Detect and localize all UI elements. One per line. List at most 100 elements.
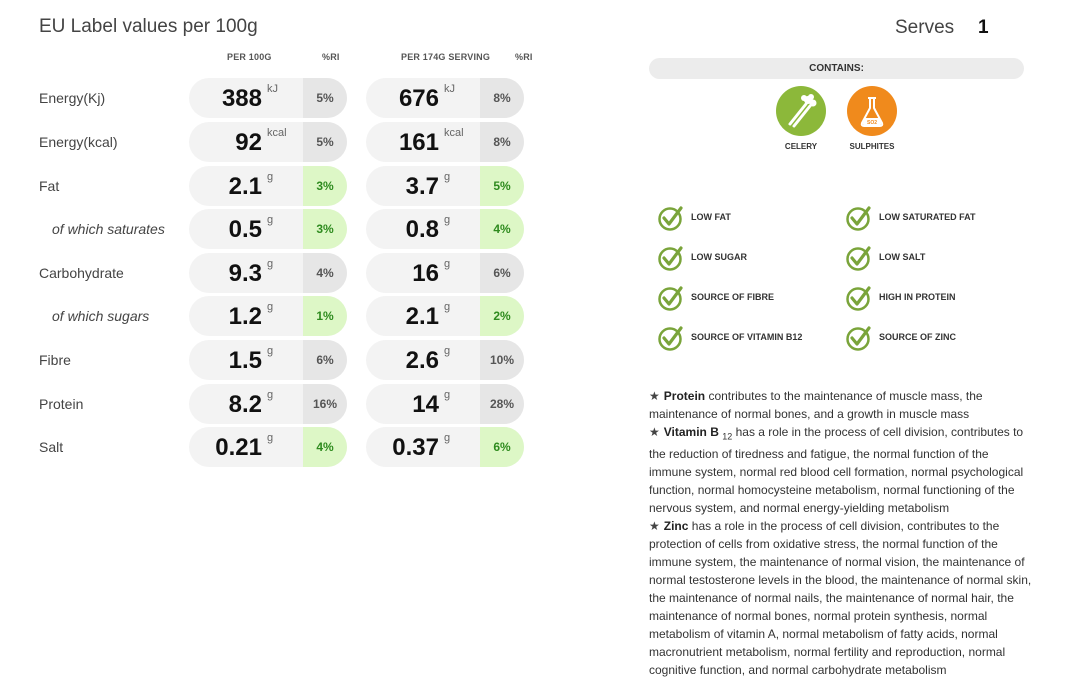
check-circle-icon — [845, 324, 873, 352]
value-per-serving: 161 kcal 8% — [366, 122, 524, 162]
value-per-serving: 0.37 g 6% — [366, 427, 524, 467]
nutrient-unit: g — [267, 389, 274, 401]
claim-label: LOW SALT — [879, 252, 926, 262]
nutrient-unit: g — [444, 345, 451, 357]
ri-percent: 4% — [303, 427, 347, 467]
nutrient-value: 0.21 — [215, 434, 262, 461]
check-circle-icon — [845, 284, 873, 312]
health-claim: ★ Zinc has a role in the process of cell … — [649, 517, 1034, 679]
nutrient-unit: kcal — [267, 127, 287, 139]
nutrient-label: of which sugars — [52, 308, 150, 324]
nutrient-value: 2.1 — [405, 303, 439, 330]
health-claim: ★ Vitamin B 12 has a role in the process … — [649, 423, 1034, 517]
value-per-100g: 8.2 g 16% — [189, 384, 347, 424]
nutrient-unit: kJ — [444, 83, 455, 95]
health-claims-text: ★ Protein contributes to the maintenance … — [649, 387, 1034, 679]
ri-percent: 5% — [303, 122, 347, 162]
nutrient-value: 676 — [398, 85, 439, 112]
nutrient-value: 16 — [412, 260, 439, 287]
value-per-serving: 14 g 28% — [366, 384, 524, 424]
claim-label: SOURCE OF FIBRE — [691, 292, 775, 302]
ri-percent: 4% — [480, 209, 524, 249]
nutrient-unit: g — [444, 214, 451, 226]
value-per-100g: 0.5 g 3% — [189, 209, 347, 249]
serves-label: Serves — [895, 17, 955, 38]
nutrient-row: Fat 2.1 g 3% 3.7 g 5% — [0, 166, 560, 206]
nutrient-unit: g — [267, 432, 274, 444]
nutrient-label: Carbohydrate — [39, 265, 124, 281]
value-per-100g: 388 kJ 5% — [189, 78, 347, 118]
value-per-100g: 92 kcal 5% — [189, 122, 347, 162]
ri-percent: 6% — [303, 340, 347, 380]
star-icon: ★ — [649, 425, 660, 439]
ri-percent: 6% — [480, 253, 524, 293]
nutrient-row: Salt 0.21 g 4% 0.37 g 6% — [0, 427, 560, 467]
claim-label: SOURCE OF ZINC — [879, 332, 957, 342]
nutrient-value: 8.2 — [228, 391, 262, 418]
star-icon: ★ — [649, 519, 660, 534]
check-circle-icon — [657, 244, 685, 272]
ri-percent: 10% — [480, 340, 524, 380]
health-claim-text: contributes to the maintenance of muscle… — [649, 389, 983, 421]
nutrient-unit: kJ — [267, 83, 278, 95]
check-circle-icon — [657, 284, 685, 312]
allergen-sulphites: SO2 SULPHITES — [837, 86, 907, 151]
value-per-serving: 2.1 g 2% — [366, 296, 524, 336]
value-per-100g: 2.1 g 3% — [189, 166, 347, 206]
nutrient-value: 9.3 — [228, 260, 262, 287]
ri-percent: 16% — [303, 384, 347, 424]
ri-percent: 5% — [480, 166, 524, 206]
star-icon: ★ — [649, 389, 660, 403]
health-claim-text: has a role in the process of cell divisi… — [649, 425, 1024, 516]
nutrient-row: Energy(kcal) 92 kcal 5% 161 kcal 8% — [0, 122, 560, 162]
nutrient-value: 161 — [398, 129, 439, 156]
ri-percent: 3% — [303, 166, 347, 206]
value-per-serving: 676 kJ 8% — [366, 78, 524, 118]
nutrient-row: Fibre 1.5 g 6% 2.6 g 10% — [0, 340, 560, 380]
ri-percent: 3% — [303, 209, 347, 249]
value-per-100g: 0.21 g 4% — [189, 427, 347, 467]
nutrient-label: Energy(Kj) — [39, 90, 106, 106]
claim-label: LOW SUGAR — [691, 252, 747, 262]
ri-percent: 8% — [480, 78, 524, 118]
value-per-serving: 3.7 g 5% — [366, 166, 524, 206]
nutrient-label: Energy(kcal) — [39, 134, 118, 150]
health-claim: ★ Protein contributes to the maintenance … — [649, 387, 1034, 423]
nutrient-row: of which sugars 1.2 g 1% 2.1 g 2% — [0, 296, 560, 336]
col-head-ri-100: %RI — [322, 52, 340, 62]
nutrient-row: of which saturates 0.5 g 3% 0.8 g 4% — [0, 209, 560, 249]
nutrient-value: 2.6 — [405, 347, 439, 374]
nutrient-value: 0.8 — [405, 216, 439, 243]
nutrient-unit: g — [267, 301, 274, 313]
nutrient-row: Energy(Kj) 388 kJ 5% 676 kJ 8% — [0, 78, 560, 118]
sulphites-icon: SO2 — [847, 86, 897, 136]
serves-value[interactable]: 1 — [978, 17, 989, 38]
svg-text:SO2: SO2 — [867, 120, 877, 126]
check-circle-icon — [657, 204, 685, 232]
allergen-label: CELERY — [784, 142, 818, 151]
nutrient-value: 3.7 — [405, 173, 439, 200]
ri-percent: 28% — [480, 384, 524, 424]
contains-bar: CONTAINS: — [649, 58, 1024, 79]
nutrient-value: 1.5 — [228, 347, 262, 374]
nutrient-unit: g — [444, 171, 451, 183]
ri-percent: 4% — [303, 253, 347, 293]
check-circle-icon — [845, 244, 873, 272]
col-head-perserving: PER 174G SERVING — [401, 52, 491, 62]
claim-label: LOW FAT — [691, 212, 731, 222]
health-claim-name: Protein — [663, 389, 706, 403]
allergen-celery: CELERY — [766, 86, 836, 151]
col-head-per100: PER 100G — [227, 52, 272, 62]
nutrient-unit: g — [267, 345, 274, 357]
claim-label: LOW SATURATED FAT — [879, 212, 976, 222]
nutrient-value: 0.37 — [392, 434, 439, 461]
nutrient-unit: g — [444, 301, 451, 313]
health-claim-name: Vitamin B — [663, 425, 719, 439]
claim-label: SOURCE OF VITAMIN B12 — [691, 332, 803, 342]
ri-percent: 6% — [480, 427, 524, 467]
value-per-100g: 1.5 g 6% — [189, 340, 347, 380]
nutrient-value: 388 — [221, 85, 262, 112]
nutrient-value: 0.5 — [228, 216, 262, 243]
value-per-serving: 2.6 g 10% — [366, 340, 524, 380]
value-per-100g: 1.2 g 1% — [189, 296, 347, 336]
